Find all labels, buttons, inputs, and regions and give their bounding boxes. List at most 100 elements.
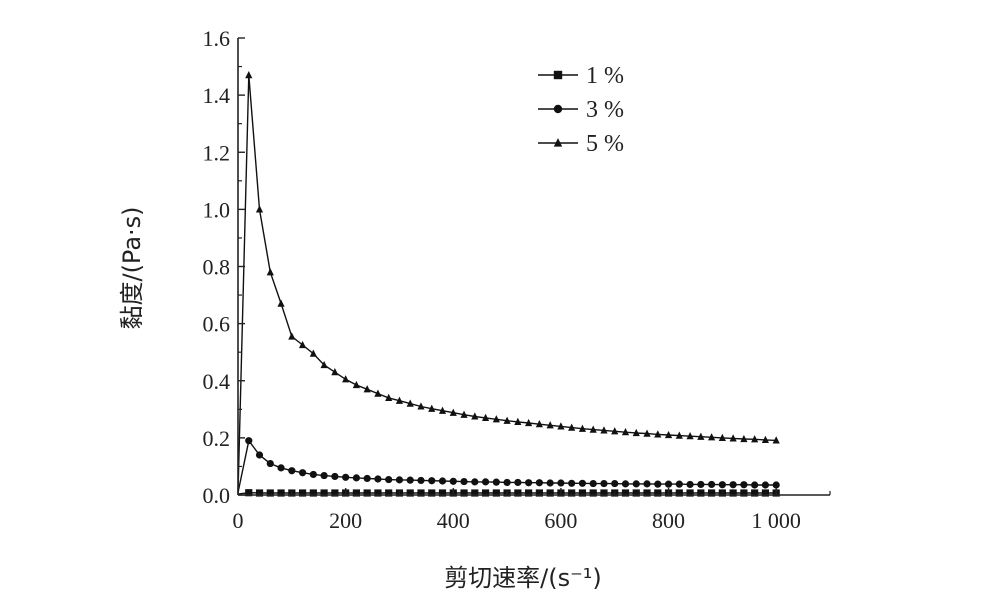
data-point xyxy=(621,428,630,436)
data-point xyxy=(535,420,543,428)
data-point xyxy=(363,489,371,497)
data-point xyxy=(589,425,597,433)
data-point xyxy=(277,299,285,307)
data-point xyxy=(331,472,339,481)
data-point xyxy=(395,476,404,484)
data-point xyxy=(632,428,640,437)
data-point xyxy=(438,477,447,485)
legend-item: 5 % xyxy=(538,131,624,157)
data-point xyxy=(578,489,587,497)
data-point xyxy=(492,478,500,486)
data-point xyxy=(438,406,447,414)
data-point xyxy=(288,332,296,340)
data-point xyxy=(600,489,608,497)
data-point xyxy=(772,436,780,444)
data-point xyxy=(740,434,748,443)
data-point xyxy=(503,478,511,487)
data-point xyxy=(385,489,393,497)
data-point xyxy=(363,474,371,483)
y-tick-label: 1.2 xyxy=(203,140,231,165)
data-point xyxy=(751,435,759,443)
data-point xyxy=(428,404,436,412)
data-point xyxy=(449,408,457,416)
data-point xyxy=(245,489,253,497)
legend-label: 3 % xyxy=(586,97,624,123)
data-point xyxy=(611,479,619,488)
data-point xyxy=(611,427,619,435)
data-point xyxy=(697,432,705,440)
data-point xyxy=(266,459,274,468)
y-tick-label: 1.6 xyxy=(203,26,231,51)
data-point xyxy=(266,268,274,276)
data-point xyxy=(288,467,296,475)
data-point xyxy=(298,489,307,497)
data-point xyxy=(245,437,253,445)
data-point xyxy=(654,489,662,497)
data-point xyxy=(535,489,543,497)
data-point xyxy=(395,396,404,404)
data-point xyxy=(331,489,339,497)
data-point xyxy=(342,473,350,481)
legend: 1 % 3 % 5 % xyxy=(538,63,624,157)
data-point xyxy=(481,413,490,421)
data-point xyxy=(632,480,640,488)
data-point xyxy=(686,489,694,497)
data-point xyxy=(654,480,662,488)
data-point xyxy=(751,489,759,497)
data-point xyxy=(740,489,748,497)
data-point xyxy=(309,489,317,497)
data-point xyxy=(460,489,468,497)
data-point xyxy=(374,489,382,497)
data-point xyxy=(568,423,576,431)
legend-label: 5 % xyxy=(586,131,624,157)
data-point xyxy=(525,418,533,427)
series-3 xyxy=(237,70,780,490)
data-point xyxy=(385,475,393,484)
data-point xyxy=(514,478,522,487)
data-point xyxy=(255,205,264,213)
data-point xyxy=(385,393,393,401)
data-point xyxy=(481,489,490,497)
x-tick-label: 600 xyxy=(544,508,577,533)
data-point xyxy=(492,489,500,497)
data-point xyxy=(675,489,683,497)
data-point xyxy=(352,380,360,389)
data-point xyxy=(761,489,770,497)
data-point xyxy=(438,489,447,497)
data-point xyxy=(535,479,543,487)
data-point xyxy=(697,480,705,489)
series-line xyxy=(237,75,777,490)
data-point xyxy=(331,368,339,376)
data-point xyxy=(277,489,285,497)
data-point xyxy=(471,478,479,486)
data-point xyxy=(697,489,705,497)
data-point xyxy=(320,360,328,369)
data-point xyxy=(729,434,737,442)
data-point xyxy=(621,480,630,488)
series-layer xyxy=(237,70,780,497)
data-point xyxy=(546,489,554,497)
x-tick-label: 200 xyxy=(329,508,362,533)
data-point xyxy=(298,340,307,349)
data-point xyxy=(406,399,414,407)
data-point xyxy=(729,489,737,497)
data-point xyxy=(708,489,716,497)
data-point xyxy=(255,451,264,459)
y-tick-label: 0.0 xyxy=(203,483,231,508)
legend-marker xyxy=(553,70,563,80)
data-point xyxy=(449,477,457,485)
data-point xyxy=(718,481,726,489)
data-point xyxy=(417,476,425,485)
data-point xyxy=(514,417,522,425)
data-point xyxy=(352,489,360,497)
data-point xyxy=(600,479,608,488)
data-point xyxy=(708,480,716,489)
data-point xyxy=(460,477,468,486)
data-point xyxy=(751,481,759,489)
data-point xyxy=(406,489,414,497)
data-point xyxy=(718,433,726,441)
data-point xyxy=(503,416,511,424)
data-point xyxy=(740,481,748,489)
data-point xyxy=(471,489,479,497)
